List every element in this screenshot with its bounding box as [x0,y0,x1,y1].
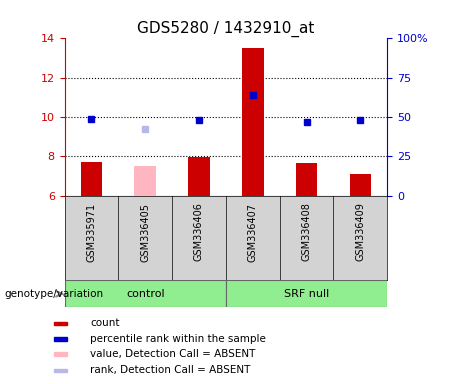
Bar [188,157,210,196]
Bar [53,337,67,341]
Bar [296,163,317,196]
Text: control: control [126,289,165,299]
Text: GSM336405: GSM336405 [140,203,150,262]
Text: SRF null: SRF null [284,289,329,299]
Text: count: count [90,318,120,328]
Title: GDS5280 / 1432910_at: GDS5280 / 1432910_at [137,21,314,37]
Bar [242,48,264,196]
Text: GSM335971: GSM335971 [86,203,96,262]
Bar [81,162,102,196]
Bar [226,280,387,307]
Text: GSM336407: GSM336407 [248,203,258,262]
Text: GSM336408: GSM336408 [301,203,312,262]
Bar [53,321,67,325]
Bar [65,280,226,307]
Text: GSM336406: GSM336406 [194,203,204,262]
Text: genotype/variation: genotype/variation [5,289,104,299]
Text: rank, Detection Call = ABSENT: rank, Detection Call = ABSENT [90,366,250,376]
Text: value, Detection Call = ABSENT: value, Detection Call = ABSENT [90,349,255,359]
Bar [53,369,67,372]
Text: GSM336409: GSM336409 [355,203,366,262]
Bar [135,166,156,196]
Bar [349,174,371,196]
Bar [53,352,67,356]
Text: percentile rank within the sample: percentile rank within the sample [90,334,266,344]
